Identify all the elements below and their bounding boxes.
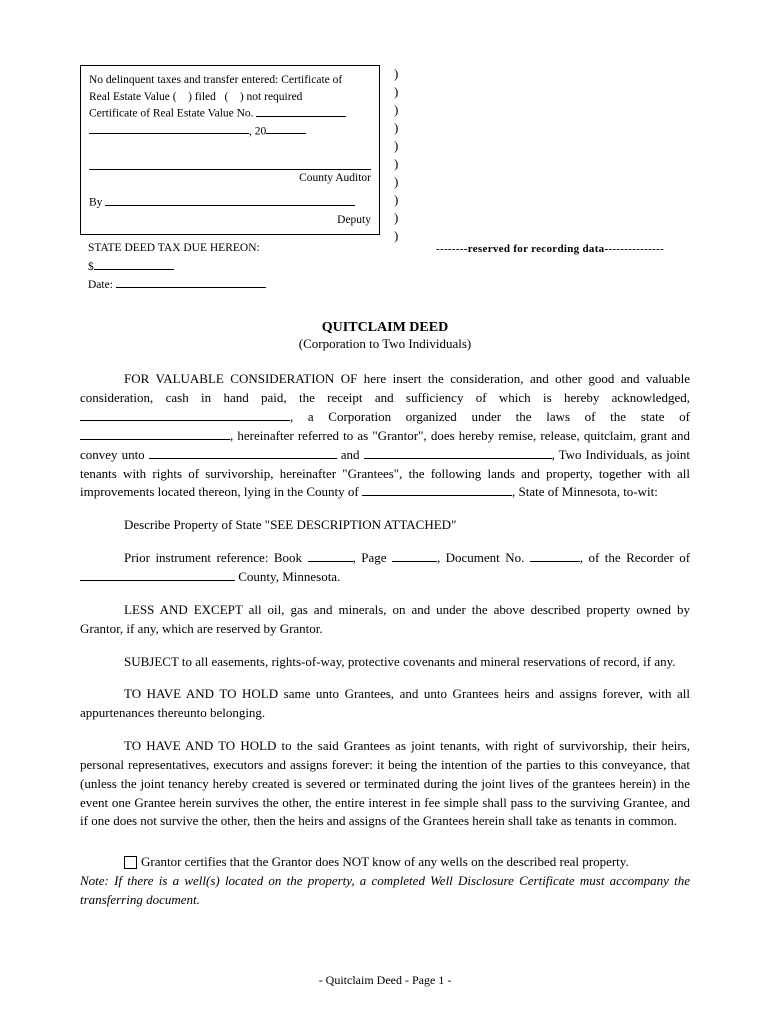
page-blank[interactable] xyxy=(392,549,437,562)
grantee1-blank[interactable] xyxy=(149,446,337,459)
by-label: By xyxy=(89,197,102,209)
tax-cert-line1: No delinquent taxes and transfer entered… xyxy=(89,72,371,89)
less-except-para: LESS AND EXCEPT all oil, gas and mineral… xyxy=(80,601,690,639)
by-blank[interactable] xyxy=(105,194,355,206)
paren-column: ))))) ))))) xyxy=(380,65,410,245)
auditor-sig-line[interactable] xyxy=(89,156,371,170)
month-day-blank[interactable] xyxy=(89,123,249,135)
hold2-text: TO HAVE AND TO HOLD to the said Grantees… xyxy=(80,738,690,828)
less-text: LESS AND EXCEPT all oil, gas and mineral… xyxy=(80,602,690,636)
describe-text: Describe Property of State "SEE DESCRIPT… xyxy=(124,517,456,532)
describe-para: Describe Property of State "SEE DESCRIPT… xyxy=(80,516,690,535)
well-note: Note: If there is a well(s) located on t… xyxy=(80,873,690,907)
auditor-box: No delinquent taxes and transfer entered… xyxy=(80,65,380,235)
well-checkbox[interactable] xyxy=(124,856,137,869)
page-footer: - Quitclaim Deed - Page 1 - xyxy=(0,973,770,988)
year-prefix: , 20 xyxy=(249,125,266,137)
p1-f: , State of Minnesota, to-wit: xyxy=(512,484,658,499)
tax-cert-line2: Real Estate Value ( ) filed ( ) not requ… xyxy=(89,89,371,106)
recording-label: --------reserved for recording data-----… xyxy=(410,243,690,255)
grantor-cert-para: Grantor certifies that the Grantor does … xyxy=(80,853,690,910)
dashes-right: --------------- xyxy=(604,243,663,255)
prior-d: , of the Recorder of xyxy=(580,550,690,565)
hold2-para: TO HAVE AND TO HOLD to the said Grantees… xyxy=(80,737,690,831)
subject-para: SUBJECT to all easements, rights-of-way,… xyxy=(80,653,690,672)
year-blank[interactable] xyxy=(266,123,306,135)
hold1-text: TO HAVE AND TO HOLD same unto Grantees, … xyxy=(80,686,690,720)
deputy-label: Deputy xyxy=(89,212,371,229)
subject-text: SUBJECT to all easements, rights-of-way,… xyxy=(124,654,676,669)
book-blank[interactable] xyxy=(308,549,353,562)
date-year-row: , 20 xyxy=(89,123,371,140)
prior-instrument-para: Prior instrument reference: Book , Page … xyxy=(80,549,690,587)
cert-value-blank[interactable] xyxy=(256,105,346,117)
recording-area: --------reserved for recording data-----… xyxy=(410,65,690,255)
cert-value-no: Certificate of Real Estate Value No. xyxy=(89,105,371,122)
prior-b: , Page xyxy=(353,550,387,565)
recorder-county-blank[interactable] xyxy=(80,568,235,581)
tax-box: STATE DEED TAX DUE HEREON: $ Date: xyxy=(80,235,380,298)
cert-value-label: Certificate of Real Estate Value No. xyxy=(89,108,254,120)
header-row: No delinquent taxes and transfer entered… xyxy=(80,65,690,298)
grantor-name-blank[interactable] xyxy=(80,408,290,421)
grantee2-blank[interactable] xyxy=(364,446,552,459)
prior-c: , Document No. xyxy=(437,550,524,565)
docno-blank[interactable] xyxy=(530,549,580,562)
tax-amount-row: $ xyxy=(88,258,372,276)
recording-text: reserved for recording data xyxy=(468,243,605,255)
p1-b: , a Corporation organized under the laws… xyxy=(290,409,690,424)
date-blank[interactable] xyxy=(116,276,266,288)
by-row: By xyxy=(89,194,371,211)
dashes-left: -------- xyxy=(436,243,468,255)
hold1-para: TO HAVE AND TO HOLD same unto Grantees, … xyxy=(80,685,690,723)
tax-due-label: STATE DEED TAX DUE HEREON: xyxy=(88,239,372,257)
grantor-cert-text: Grantor certifies that the Grantor does … xyxy=(141,854,629,869)
county-blank[interactable] xyxy=(362,483,512,496)
county-auditor-label: County Auditor xyxy=(89,170,371,187)
tax-amount-blank[interactable] xyxy=(94,258,174,270)
date-row: Date: xyxy=(88,276,372,294)
prior-a: Prior instrument reference: Book xyxy=(124,550,302,565)
p1-a: FOR VALUABLE CONSIDERATION OF here inser… xyxy=(80,371,690,405)
and-word: and xyxy=(341,447,360,462)
consideration-para: FOR VALUABLE CONSIDERATION OF here inser… xyxy=(80,370,690,502)
auditor-section: No delinquent taxes and transfer entered… xyxy=(80,65,380,298)
state-blank[interactable] xyxy=(80,427,230,440)
date-label: Date: xyxy=(88,279,113,291)
deed-title: QUITCLAIM DEED xyxy=(80,320,690,336)
body-text: FOR VALUABLE CONSIDERATION OF here inser… xyxy=(80,370,690,909)
prior-e: County, Minnesota. xyxy=(238,569,340,584)
deed-subtitle: (Corporation to Two Individuals) xyxy=(80,336,690,352)
